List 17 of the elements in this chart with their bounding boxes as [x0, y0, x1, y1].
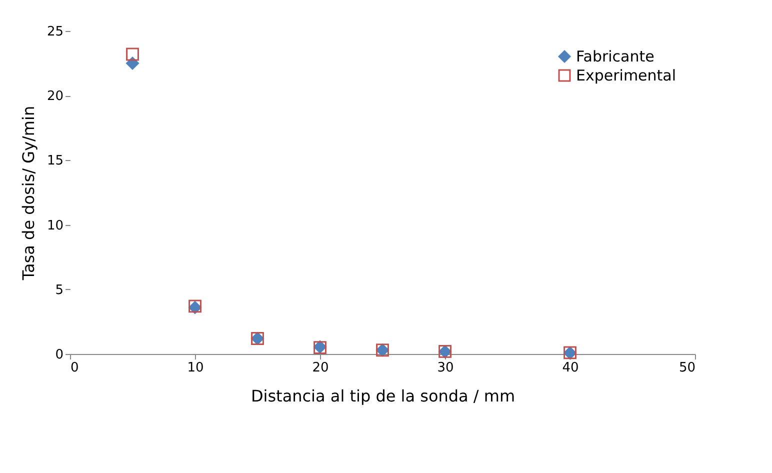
x-tick-label: 30 — [437, 360, 454, 376]
x-tick-label: 10 — [187, 360, 204, 376]
x-tick-label: 50 — [678, 360, 696, 376]
x-tick-label: 40 — [562, 360, 579, 376]
legend-label: Experimental — [576, 66, 676, 84]
y-axis-title: Tasa de dosis/ Gy/min — [18, 106, 38, 282]
y-tick-label: 10 — [46, 218, 64, 234]
legend-label: Fabricante — [576, 48, 654, 66]
x-tick-label: 20 — [312, 360, 329, 376]
y-tick-label: 15 — [46, 154, 64, 169]
point — [126, 48, 139, 61]
x-tick-label: 0 — [70, 360, 79, 376]
x-axis-title: Distancia al tip de la sonda / mm — [250, 386, 516, 406]
y-tick-label: 20 — [46, 89, 64, 104]
y-tick-label: 25 — [46, 24, 64, 40]
y-tick-label: 0 — [55, 348, 64, 362]
y-tick-label: 5 — [55, 282, 64, 298]
